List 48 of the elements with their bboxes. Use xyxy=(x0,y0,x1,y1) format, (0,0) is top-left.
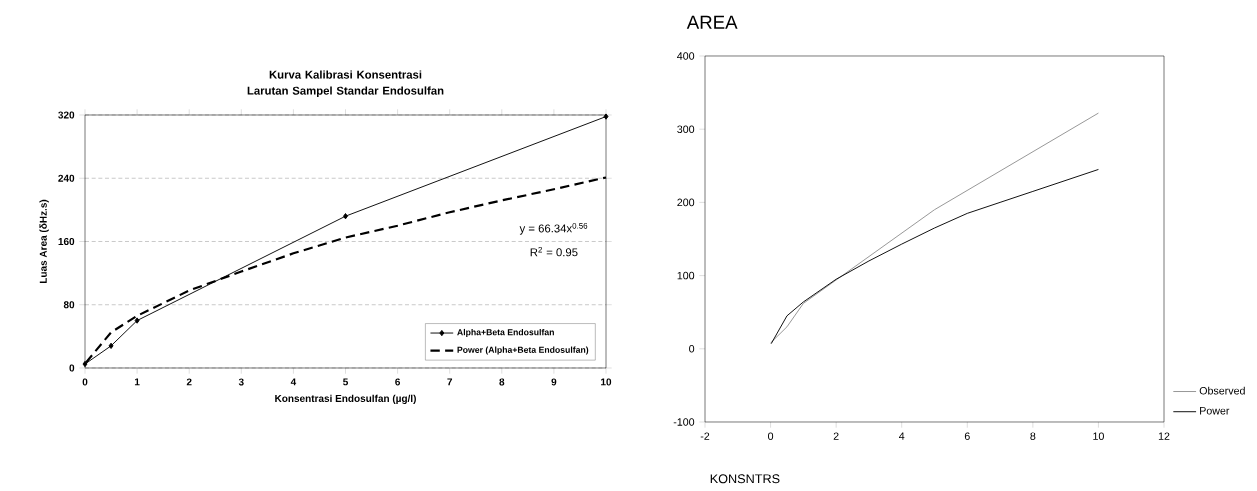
y-axis-title: Luas Area (δHz.s) xyxy=(39,199,49,284)
x-tick-label: -2 xyxy=(700,432,710,440)
y-tick-label: 160 xyxy=(58,237,75,246)
point xyxy=(343,213,348,220)
legend-label: Power (Alpha+Beta Endosulfan) xyxy=(457,346,589,355)
point xyxy=(82,360,88,368)
legend-label: Alpha+Beta Endosulfan xyxy=(457,328,554,337)
annotation: R$^{2}$ = 0.95 xyxy=(530,246,578,257)
legend-label: Power xyxy=(1200,407,1230,415)
x-tick-label: 4 xyxy=(290,378,297,386)
y-tick-label: 240 xyxy=(58,174,75,182)
legend-label: Observed xyxy=(1199,386,1245,395)
chart-title: Kurva Kalibrasi Konsentrasi Larutan Sampel Standar Endosulfan xyxy=(247,70,444,97)
x-tick-label: 2 xyxy=(833,432,839,440)
x-tick-label: 4 xyxy=(899,432,905,440)
x-tick-label: 8 xyxy=(1030,432,1036,440)
x-tick-label: 9 xyxy=(551,378,557,386)
point xyxy=(603,113,609,120)
y-tick-label: 400 xyxy=(677,52,695,60)
y-tick-label: 80 xyxy=(63,301,75,309)
line-series xyxy=(770,168,1099,345)
x-tick-label: 12 xyxy=(1158,432,1170,440)
x-tick-label: 8 xyxy=(499,378,505,386)
x-tick-label: 1 xyxy=(134,378,140,386)
x-tick-label: 5 xyxy=(343,378,349,386)
x-axis-title: KONSNTRS xyxy=(710,474,780,484)
x-tick-label: 7 xyxy=(447,378,453,386)
x-tick-label: 6 xyxy=(395,378,401,386)
y-tick-label: 200 xyxy=(677,198,695,207)
x-tick-label: 0 xyxy=(768,432,774,440)
y-tick-label: 300 xyxy=(677,125,695,133)
x-tick-label: 3 xyxy=(238,378,244,386)
x-tick-label: 0 xyxy=(82,378,88,386)
x-tick-label: 10 xyxy=(601,378,612,386)
x-axis-title: Konsentrasi Endosulfan (µg/l) xyxy=(275,394,416,404)
y-tick-label: 320 xyxy=(58,111,75,119)
y-tick-label: 100 xyxy=(677,271,695,280)
y-tick-label: -100 xyxy=(673,418,695,426)
point xyxy=(134,317,140,324)
x-tick-label: 10 xyxy=(1093,432,1104,440)
chart-title: AREA xyxy=(686,15,738,29)
y-tick-label: 0 xyxy=(689,345,695,353)
y-tick-label: 0 xyxy=(69,364,75,372)
x-tick-label: 6 xyxy=(964,432,970,440)
annotation: y = 66.34x$^{0.56}$ xyxy=(519,223,588,235)
point xyxy=(108,342,114,349)
line-series xyxy=(770,112,1099,344)
x-tick-label: 2 xyxy=(186,378,192,386)
